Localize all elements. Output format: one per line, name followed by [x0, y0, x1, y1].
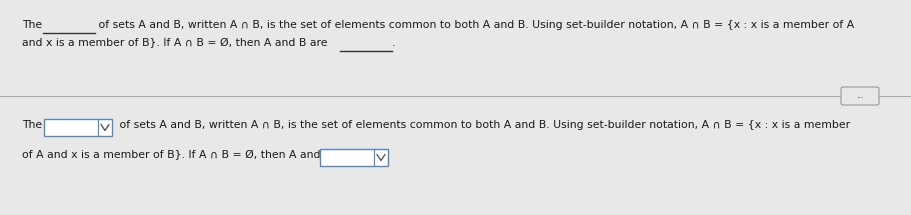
FancyBboxPatch shape — [320, 149, 388, 166]
Text: .: . — [392, 38, 395, 48]
Text: of A and x is a member of B}. If A ∩ B = Ø, then A and B are: of A and x is a member of B}. If A ∩ B =… — [22, 150, 356, 160]
Text: ...: ... — [856, 92, 864, 100]
Text: The: The — [22, 20, 46, 30]
Text: of sets A and B, written A ∩ B, is the set of elements common to both A and B. U: of sets A and B, written A ∩ B, is the s… — [95, 20, 855, 30]
Text: and x is a member of B}. If A ∩ B = Ø, then A and B are: and x is a member of B}. If A ∩ B = Ø, t… — [22, 38, 331, 48]
FancyBboxPatch shape — [841, 87, 879, 105]
Text: The: The — [22, 120, 42, 130]
Text: of sets A and B, written A ∩ B, is the set of elements common to both A and B. U: of sets A and B, written A ∩ B, is the s… — [116, 120, 850, 130]
FancyBboxPatch shape — [44, 119, 112, 136]
